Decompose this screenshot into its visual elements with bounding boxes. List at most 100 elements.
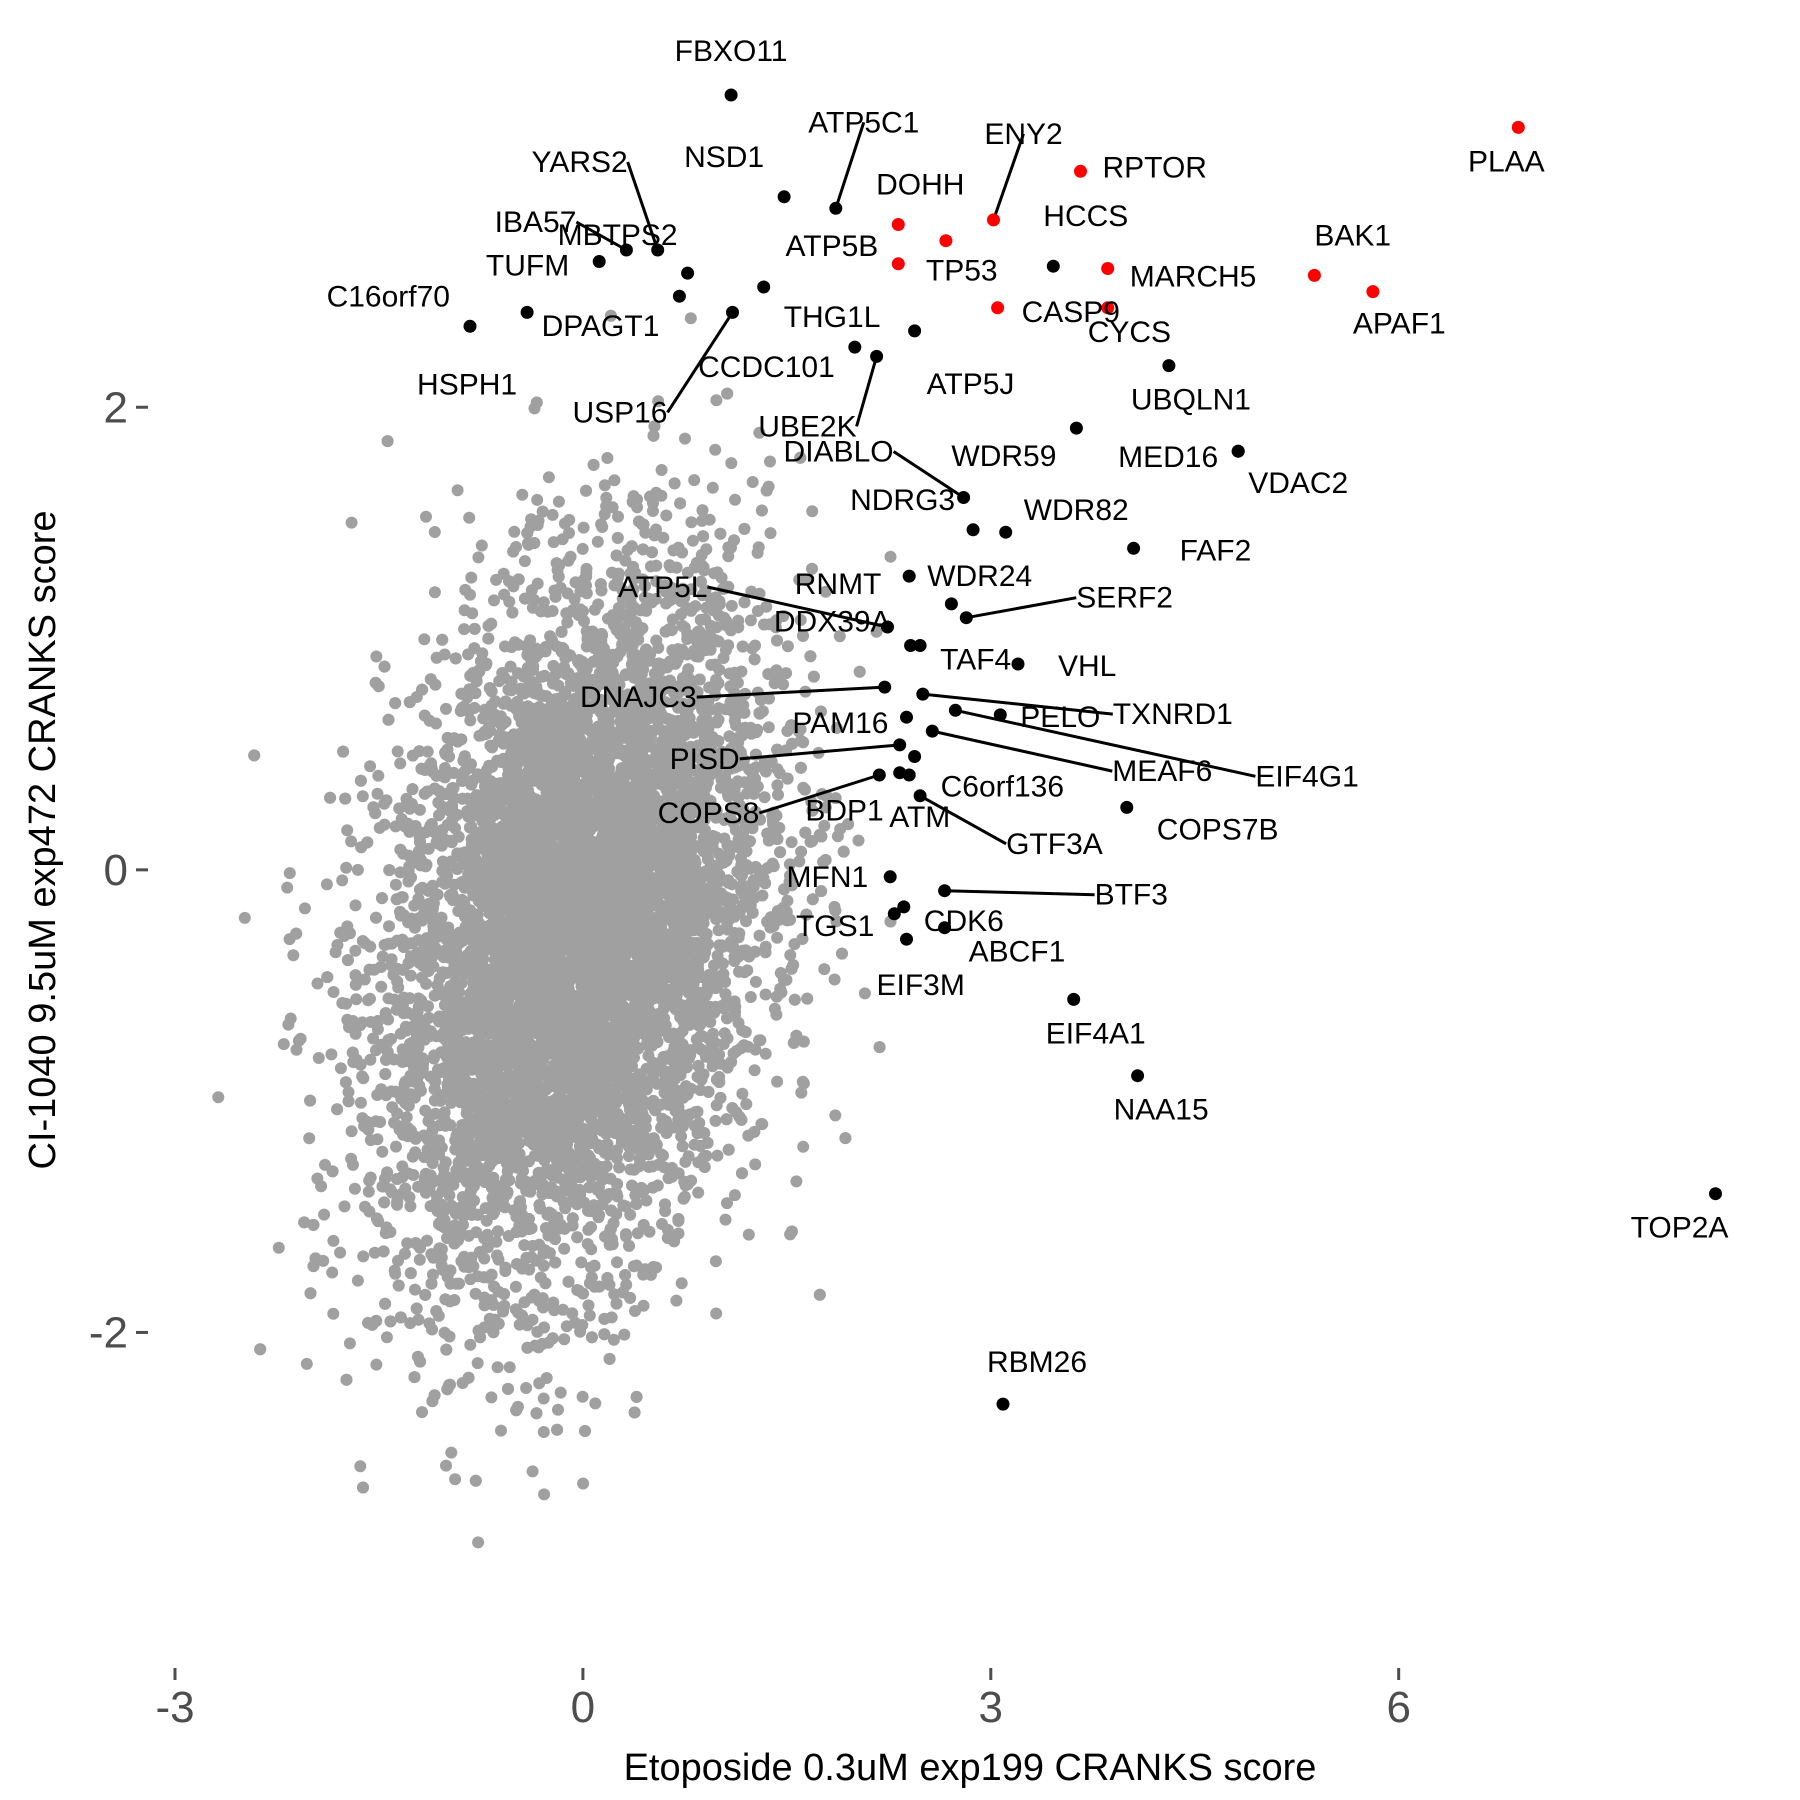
background-point (687, 726, 700, 739)
background-point (350, 993, 363, 1006)
background-point (348, 1182, 361, 1195)
background-point (601, 452, 614, 464)
background-point (552, 495, 565, 508)
background-point (356, 1070, 369, 1083)
background-point (781, 640, 794, 653)
background-point (376, 1145, 389, 1158)
background-point (526, 601, 539, 614)
background-point (531, 493, 544, 506)
background-point (806, 505, 819, 518)
background-point (372, 769, 385, 782)
background-point (819, 585, 832, 598)
background-point (679, 432, 691, 445)
background-point (759, 988, 772, 1001)
background-point (725, 541, 737, 554)
background-point (818, 963, 831, 976)
background-point (577, 1477, 590, 1490)
background-point (696, 514, 708, 527)
background-point (542, 471, 555, 484)
background-point (327, 1234, 340, 1247)
background-point (797, 1140, 810, 1153)
background-point (558, 1242, 571, 1255)
background-point (725, 599, 738, 612)
background-point (428, 526, 441, 538)
background-point (583, 1309, 596, 1322)
background-point (419, 1104, 432, 1117)
background-point (334, 1062, 347, 1075)
background-point (287, 949, 300, 962)
background-point (658, 1161, 671, 1174)
background-point (518, 555, 531, 568)
background-point (351, 863, 364, 876)
background-point (520, 1382, 533, 1394)
background-point (370, 1358, 383, 1371)
background-point (618, 1328, 631, 1341)
background-point (298, 902, 311, 915)
background-point (370, 1044, 382, 1057)
background-point (495, 1424, 507, 1437)
background-point (418, 633, 431, 646)
background-point (721, 1197, 733, 1210)
background-point (738, 966, 751, 979)
background-point (451, 484, 464, 497)
background-point (440, 702, 452, 715)
background-point (795, 845, 808, 858)
background-point (748, 1064, 761, 1077)
background-point (670, 1294, 683, 1307)
background-point (700, 543, 713, 556)
background-point (462, 1229, 475, 1242)
background-point (413, 1253, 426, 1266)
background-point (488, 594, 500, 607)
background-point (771, 1075, 784, 1088)
background-point (852, 834, 865, 847)
background-point (711, 1149, 724, 1162)
background-point (428, 586, 441, 599)
background-point (655, 1148, 668, 1161)
background-point (449, 1473, 462, 1486)
background-point (394, 757, 407, 770)
background-point (735, 665, 748, 678)
background-point (684, 312, 697, 325)
background-point (582, 1299, 595, 1312)
background-point (475, 539, 488, 552)
background-point (464, 1338, 477, 1351)
background-point (471, 1357, 484, 1370)
background-point (440, 1459, 452, 1472)
background-point (709, 1114, 722, 1127)
background-point (320, 878, 333, 891)
background-point (238, 911, 251, 924)
background-point (598, 479, 611, 492)
background-point (749, 975, 762, 988)
background-point (785, 836, 798, 849)
background-point (354, 1460, 367, 1473)
background-point (742, 1228, 755, 1241)
background-point (509, 1280, 522, 1293)
background-point (829, 1109, 842, 1122)
background-point (364, 1171, 377, 1184)
background-point (643, 1225, 656, 1238)
background-point (675, 1277, 688, 1290)
background-point (380, 1331, 393, 1344)
background-point (420, 977, 433, 990)
background-point (378, 818, 391, 831)
background-point (577, 521, 590, 534)
background-point (357, 1250, 370, 1263)
background-points (212, 309, 897, 1549)
background-point (283, 867, 296, 880)
background-point (533, 1377, 546, 1390)
background-point (538, 1488, 551, 1501)
background-point (576, 542, 589, 555)
background-point (292, 1034, 305, 1047)
background-point (464, 1273, 477, 1286)
background-point (338, 1200, 351, 1213)
background-point (526, 1465, 539, 1478)
background-point (729, 493, 741, 506)
background-point (342, 1086, 355, 1099)
background-point (409, 1283, 421, 1296)
background-point (537, 596, 550, 609)
background-point (574, 1325, 587, 1338)
background-point (458, 623, 471, 636)
background-point (436, 855, 449, 868)
background-point (472, 1536, 485, 1549)
